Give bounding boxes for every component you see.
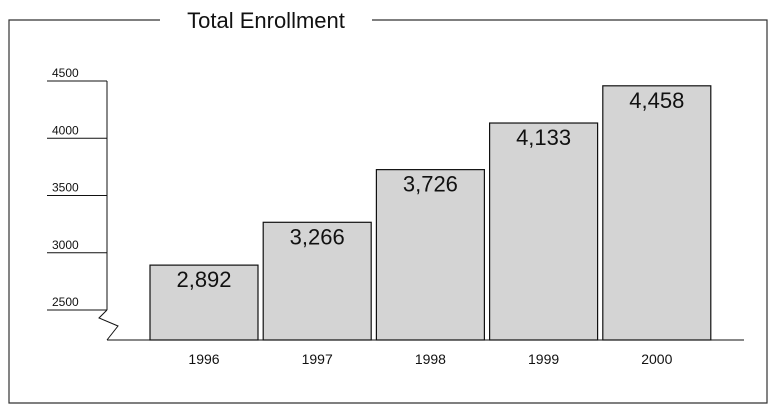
data-label-2000: 4,458 bbox=[629, 88, 684, 113]
y-tick-label: 2500 bbox=[52, 295, 79, 309]
data-label-1999: 4,133 bbox=[516, 125, 571, 150]
axis-break-symbol bbox=[98, 309, 119, 341]
x-tick-label-1999: 1999 bbox=[528, 351, 559, 367]
bar-1996 bbox=[149, 264, 259, 341]
y-tick-label: 3000 bbox=[52, 238, 79, 252]
chart-title: Total Enrollment bbox=[187, 8, 345, 33]
data-label-1996: 2,892 bbox=[176, 267, 231, 292]
data-label-1998: 3,726 bbox=[403, 172, 458, 197]
x-tick-label-1996: 1996 bbox=[188, 351, 219, 367]
bar-1999 bbox=[489, 122, 599, 341]
y-ticks: 4500 4000 3500 3000 2500 bbox=[47, 66, 107, 311]
y-tick-label: 4000 bbox=[52, 123, 79, 137]
y-tick-label: 4500 bbox=[52, 66, 79, 80]
x-tick-label-1998: 1998 bbox=[415, 351, 446, 367]
x-tick-label-1997: 1997 bbox=[302, 351, 333, 367]
bar-1998 bbox=[375, 169, 485, 341]
bars: 2,892 3,266 3,726 4,133 4,458 bbox=[149, 85, 712, 341]
x-tick-label-2000: 2000 bbox=[641, 351, 672, 367]
y-tick-label: 3500 bbox=[52, 181, 79, 195]
chart-frame bbox=[8, 19, 768, 404]
bar-2000 bbox=[602, 85, 712, 341]
bar-1997 bbox=[262, 221, 372, 341]
x-tick-labels: 1996 1997 1998 1999 2000 bbox=[188, 351, 672, 367]
data-label-1997: 3,266 bbox=[290, 224, 345, 249]
